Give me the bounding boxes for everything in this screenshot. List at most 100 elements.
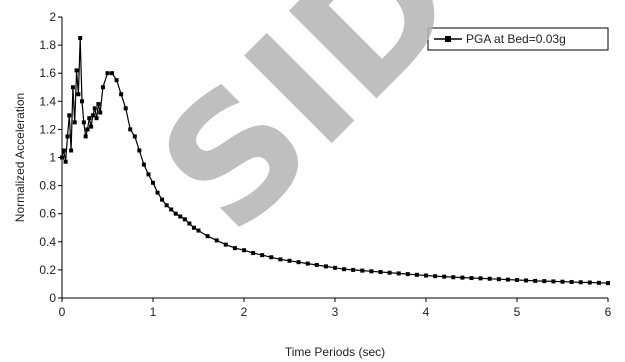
- data-point: [214, 238, 219, 243]
- data-point: [205, 234, 210, 239]
- data-point: [137, 148, 142, 153]
- data-point: [469, 276, 474, 281]
- data-point: [424, 273, 428, 278]
- data-point: [61, 148, 66, 153]
- data-point: [173, 211, 178, 216]
- data-point: [451, 275, 456, 280]
- y-tick-label: 2: [49, 10, 56, 24]
- data-point: [146, 172, 151, 177]
- data-point: [305, 261, 310, 266]
- data-point: [269, 255, 274, 260]
- y-tick-label: 0.2: [39, 263, 56, 277]
- data-point: [72, 120, 77, 125]
- data-point: [164, 203, 169, 208]
- x-tick-label: 4: [423, 305, 430, 319]
- legend-label: PGA at Bed=0.03g: [466, 32, 566, 46]
- data-point: [96, 102, 101, 107]
- data-point: [351, 267, 356, 272]
- data-point: [63, 159, 68, 164]
- x-axis-title: Time Periods (sec): [285, 345, 385, 359]
- data-point: [287, 258, 292, 263]
- data-point: [387, 270, 392, 275]
- data-point: [141, 162, 146, 167]
- data-point: [90, 113, 95, 118]
- data-point: [333, 265, 337, 270]
- data-point: [160, 197, 165, 202]
- data-point: [70, 85, 75, 90]
- data-point: [442, 274, 447, 279]
- data-point: [587, 280, 592, 285]
- data-point: [596, 280, 601, 285]
- data-point: [505, 277, 510, 282]
- data-point: [196, 228, 201, 233]
- data-point: [551, 279, 556, 284]
- data-point: [323, 264, 328, 269]
- legend-box: [427, 27, 609, 51]
- data-point: [260, 253, 265, 258]
- data-point: [569, 279, 574, 284]
- data-point: [123, 106, 128, 111]
- y-axis-title: Normalized Acceleration: [13, 93, 27, 222]
- data-point: [460, 275, 465, 280]
- data-point: [405, 272, 410, 277]
- data-point: [69, 148, 74, 153]
- data-point: [67, 113, 72, 118]
- series-group: [60, 36, 610, 286]
- data-point: [151, 180, 155, 185]
- data-point: [87, 116, 92, 121]
- y-tick-label: 0.6: [39, 207, 56, 221]
- data-point: [132, 134, 137, 139]
- data-point: [433, 274, 438, 279]
- data-point: [314, 262, 319, 267]
- data-point: [178, 214, 183, 219]
- data-point: [98, 110, 103, 115]
- data-point: [414, 272, 419, 277]
- x-tick-label: 2: [241, 305, 248, 319]
- data-point: [110, 71, 115, 76]
- data-point: [223, 242, 228, 247]
- data-point: [396, 271, 401, 276]
- data-point: [578, 280, 583, 285]
- data-point: [114, 78, 119, 83]
- data-point: [342, 267, 347, 272]
- data-point: [119, 92, 124, 97]
- x-tick-label: 0: [59, 305, 66, 319]
- data-point: [496, 277, 501, 282]
- data-point: [74, 68, 79, 73]
- y-tick-label: 1.4: [39, 94, 56, 108]
- legend: PGA at Bed=0.03g: [427, 27, 609, 51]
- data-point: [76, 92, 81, 97]
- data-point: [515, 278, 519, 283]
- data-point: [128, 127, 133, 132]
- y-tick-label: 0: [49, 291, 56, 305]
- y-tick-label: 1.6: [39, 66, 56, 80]
- data-point: [83, 134, 88, 139]
- data-point: [94, 116, 99, 121]
- data-point: [100, 85, 105, 90]
- data-point: [85, 127, 90, 132]
- data-point: [478, 276, 483, 281]
- data-point: [155, 190, 160, 195]
- data-point: [191, 225, 196, 230]
- data-point: [533, 278, 538, 283]
- data-point: [524, 278, 529, 283]
- legend-marker: [445, 36, 451, 42]
- data-point: [296, 260, 301, 265]
- data-point: [487, 276, 492, 281]
- data-point: [187, 221, 192, 226]
- data-point: [105, 71, 110, 76]
- data-point: [81, 120, 86, 125]
- data-point: [182, 217, 187, 222]
- data-point: [560, 279, 565, 284]
- data-point: [606, 281, 610, 286]
- y-tick-label: 1: [49, 151, 56, 165]
- x-tick-label: 1: [150, 305, 157, 319]
- data-point: [60, 155, 64, 160]
- data-point: [542, 279, 547, 284]
- x-tick-label: 3: [332, 305, 339, 319]
- y-tick-label: 0.8: [39, 179, 56, 193]
- data-point: [278, 257, 283, 262]
- data-point: [242, 248, 246, 253]
- data-point: [80, 99, 85, 104]
